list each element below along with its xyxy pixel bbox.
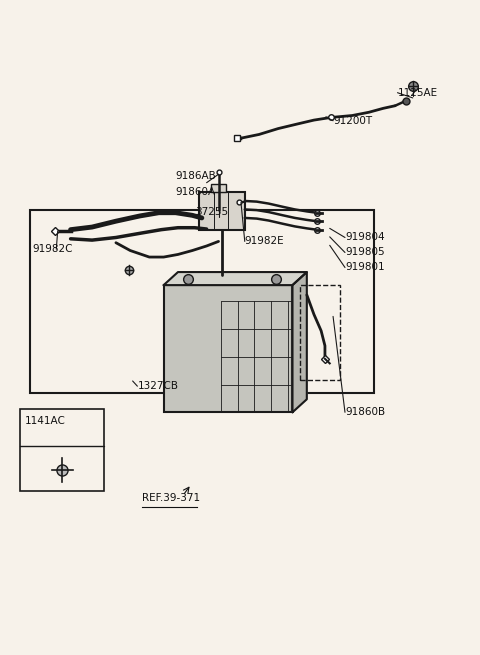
Bar	[300, 285, 340, 380]
Text: 91200T: 91200T	[333, 116, 372, 126]
Text: 91860A: 91860A	[176, 187, 216, 197]
Bar	[211, 184, 226, 192]
Text: REF.39-371: REF.39-371	[142, 493, 200, 504]
Text: 1125AE: 1125AE	[397, 88, 438, 98]
Text: 91860B: 91860B	[345, 407, 385, 417]
Text: 919805: 919805	[345, 248, 384, 257]
Bar	[21, 409, 104, 491]
Text: 9186AB: 9186AB	[176, 171, 216, 181]
Text: 1327CB: 1327CB	[137, 381, 179, 391]
Text: 91982E: 91982E	[245, 236, 284, 246]
Bar	[30, 210, 373, 393]
Polygon shape	[164, 272, 307, 285]
Text: 919804: 919804	[345, 233, 384, 242]
Text: 919801: 919801	[345, 263, 384, 272]
Text: 1141AC: 1141AC	[25, 415, 66, 426]
Polygon shape	[292, 272, 307, 412]
Bar	[164, 285, 292, 412]
Text: 91982C: 91982C	[33, 244, 73, 254]
Bar	[199, 192, 245, 230]
Text: 37255: 37255	[195, 207, 228, 217]
